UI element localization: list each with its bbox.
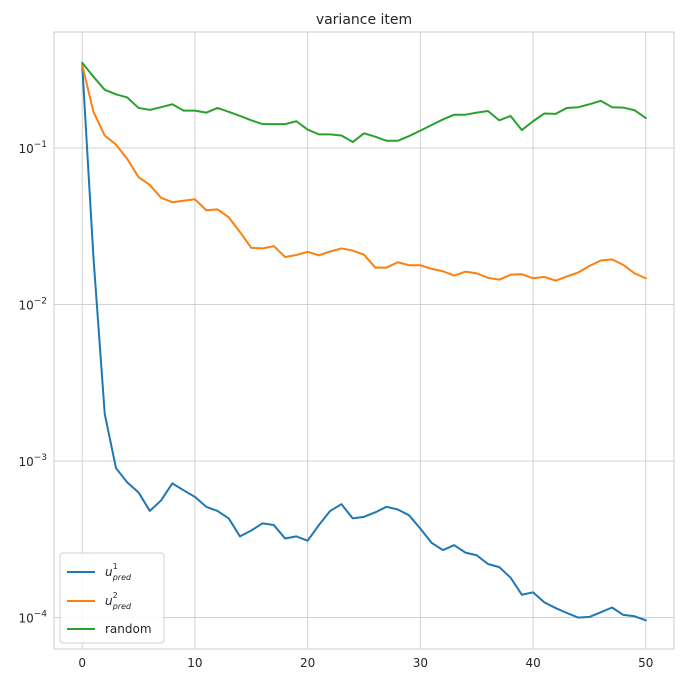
series-line-2 [81,61,647,144]
y-tick-label: 10−4 [18,610,47,626]
x-tick-label: 10 [187,656,202,670]
tick-layer: 0 10 20 30 40 50 10−4 10−3 10−2 10−1 [18,140,653,670]
x-tick-label: 20 [300,656,315,670]
legend: u1 pred u2 pred random [59,552,165,644]
x-tick-label: 30 [413,656,428,670]
series-layer [81,61,647,622]
legend-box [59,552,165,644]
series-line-0 [81,63,647,622]
chart-title: variance item [316,12,412,28]
plot-frame [53,31,675,650]
y-tick-label: 10−2 [18,296,47,312]
legend-label: u2 pred [105,591,132,611]
y-tick-label: 10−3 [18,453,47,469]
x-tick-label: 50 [638,656,653,670]
legend-label: u1 pred [105,562,132,582]
legend-label: random [105,622,152,636]
x-tick-label: 40 [525,656,540,670]
x-tick-label: 0 [78,656,86,670]
series-line-1 [81,63,647,282]
y-tick-label: 10−1 [18,140,47,156]
